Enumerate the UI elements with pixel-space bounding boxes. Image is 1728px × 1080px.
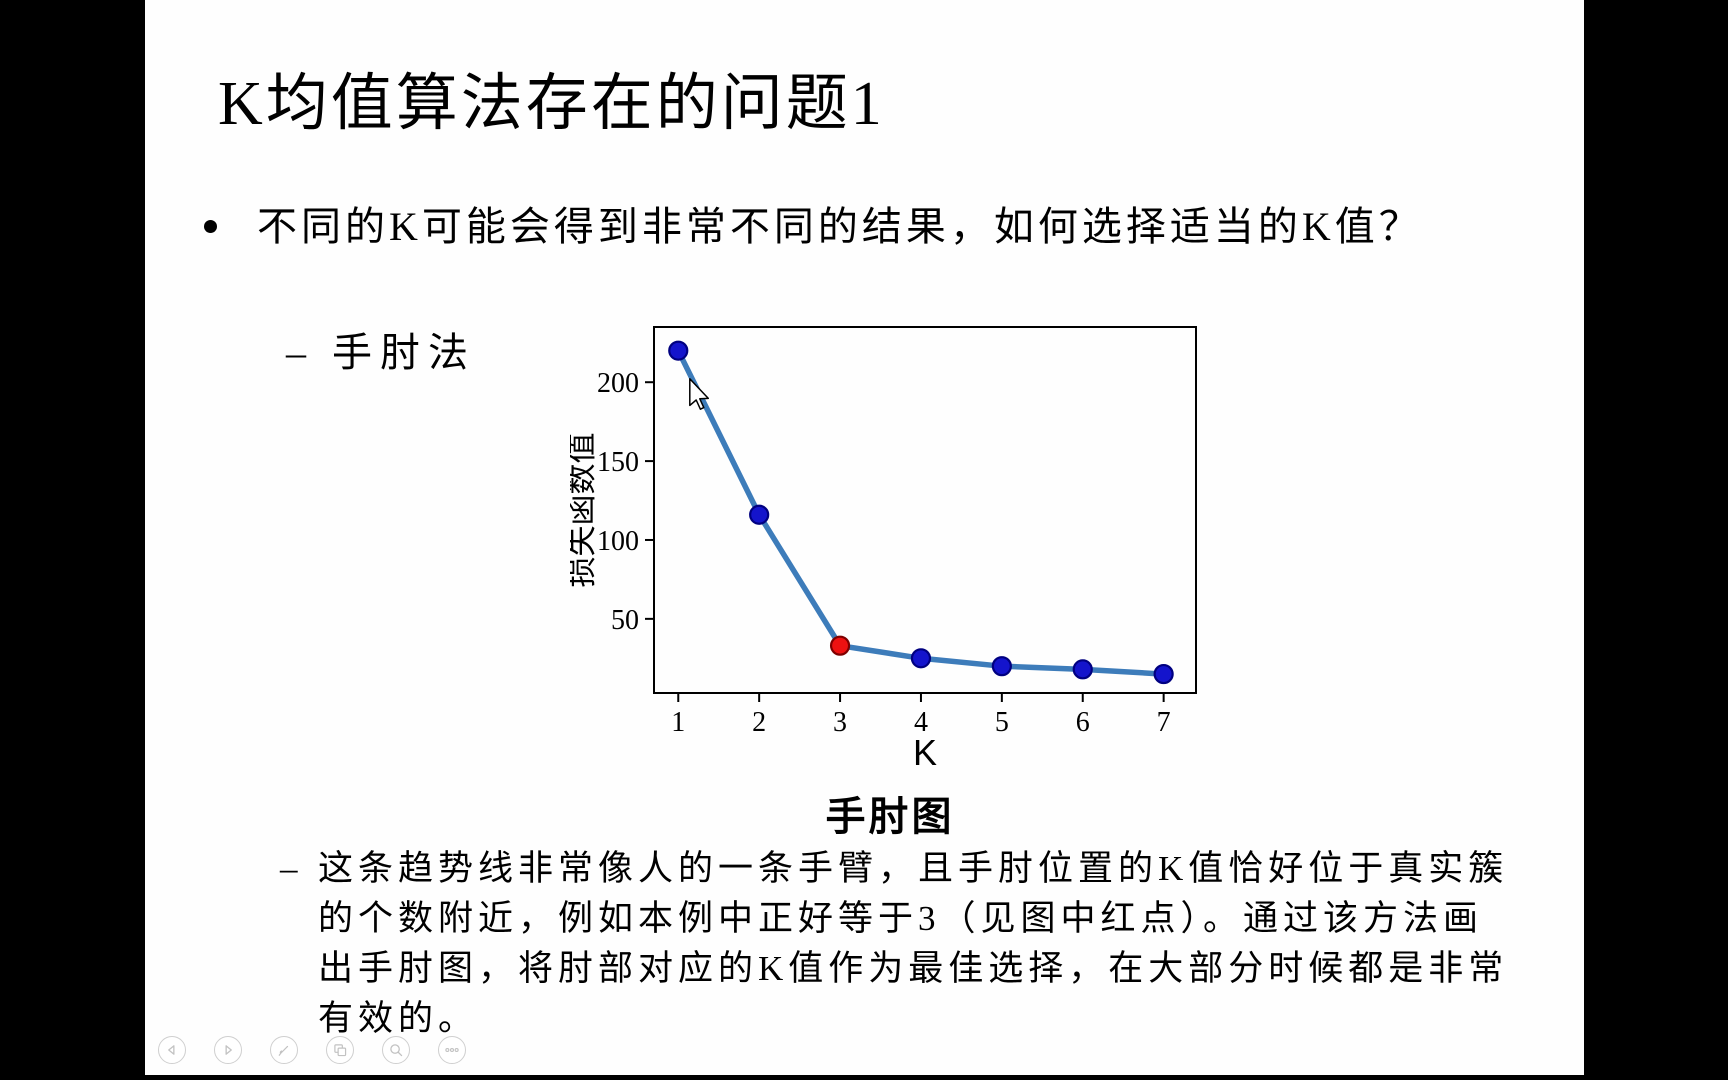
paragraph-line: 这条趋势线非常像人的一条手臂，且手肘位置的K值恰好位于真实簇 bbox=[318, 849, 1509, 888]
svg-text:2: 2 bbox=[752, 707, 766, 738]
svg-text:200: 200 bbox=[597, 368, 639, 399]
slide: K均值算法存在的问题1 不同的K可能会得到非常不同的结果，如何选择适当的K值？ … bbox=[145, 0, 1584, 1075]
elbow-chart-svg: 1 2 3 4 5 6 7 50 100 150 200 K 损失函数值 bbox=[564, 326, 1197, 773]
paragraph-line: 的个数附近，例如本例中正好等于3（见图中红点）。通过该方法画 bbox=[318, 899, 1484, 938]
presenter-toolbar bbox=[158, 1036, 466, 1064]
elbow-chart: 1 2 3 4 5 6 7 50 100 150 200 K 损失函数值 bbox=[564, 318, 1210, 778]
magnifier-button[interactable] bbox=[382, 1036, 410, 1064]
svg-text:100: 100 bbox=[597, 526, 639, 557]
sub-bullet-label: 手肘法 bbox=[332, 330, 476, 375]
explanation-paragraph: – 这条趋势线非常像人的一条手臂，且手肘位置的K值恰好位于真实簇 的个数附近，例… bbox=[280, 844, 1508, 1044]
sub-bullet-item: – 手肘法 bbox=[286, 320, 476, 378]
bullet-text: 不同的K可能会得到非常不同的结果，如何选择适当的K值？ bbox=[257, 204, 1423, 249]
paragraph-dash: – bbox=[280, 849, 303, 888]
more-options-button[interactable] bbox=[438, 1036, 466, 1064]
bullet-item: 不同的K可能会得到非常不同的结果，如何选择适当的K值？ bbox=[204, 194, 1423, 252]
svg-text:5: 5 bbox=[995, 707, 1009, 738]
svg-text:50: 50 bbox=[611, 605, 639, 636]
svg-text:损失函数值: 损失函数值 bbox=[570, 433, 599, 588]
magnifier-icon bbox=[390, 1044, 403, 1057]
slides-icon bbox=[334, 1044, 347, 1057]
chevron-left-icon bbox=[168, 1045, 175, 1055]
svg-text:1: 1 bbox=[671, 707, 685, 738]
sub-bullet-dash: – bbox=[286, 330, 314, 375]
svg-text:7: 7 bbox=[1157, 707, 1171, 738]
chart-caption: 手肘图 bbox=[825, 795, 955, 839]
svg-text:K: K bbox=[913, 732, 937, 773]
chevron-right-icon bbox=[225, 1045, 232, 1055]
bullet-dot-icon bbox=[204, 220, 217, 234]
previous-slide-button[interactable] bbox=[158, 1036, 186, 1064]
paragraph-line: 有效的。 bbox=[318, 999, 479, 1038]
slide-panel-button[interactable] bbox=[326, 1036, 354, 1064]
pen-icon bbox=[278, 1045, 289, 1056]
slide-title: K均值算法存在的问题1 bbox=[218, 70, 885, 138]
pen-button[interactable] bbox=[270, 1036, 298, 1064]
next-slide-button[interactable] bbox=[214, 1036, 242, 1064]
svg-text:150: 150 bbox=[597, 447, 639, 478]
svg-text:4: 4 bbox=[914, 707, 928, 738]
svg-text:3: 3 bbox=[833, 707, 847, 738]
paragraph-line: 出手肘图，将肘部对应的K值作为最佳选择，在大部分时候都是非常 bbox=[318, 949, 1509, 988]
svg-text:6: 6 bbox=[1076, 707, 1090, 738]
ellipsis-icon bbox=[445, 1047, 459, 1053]
